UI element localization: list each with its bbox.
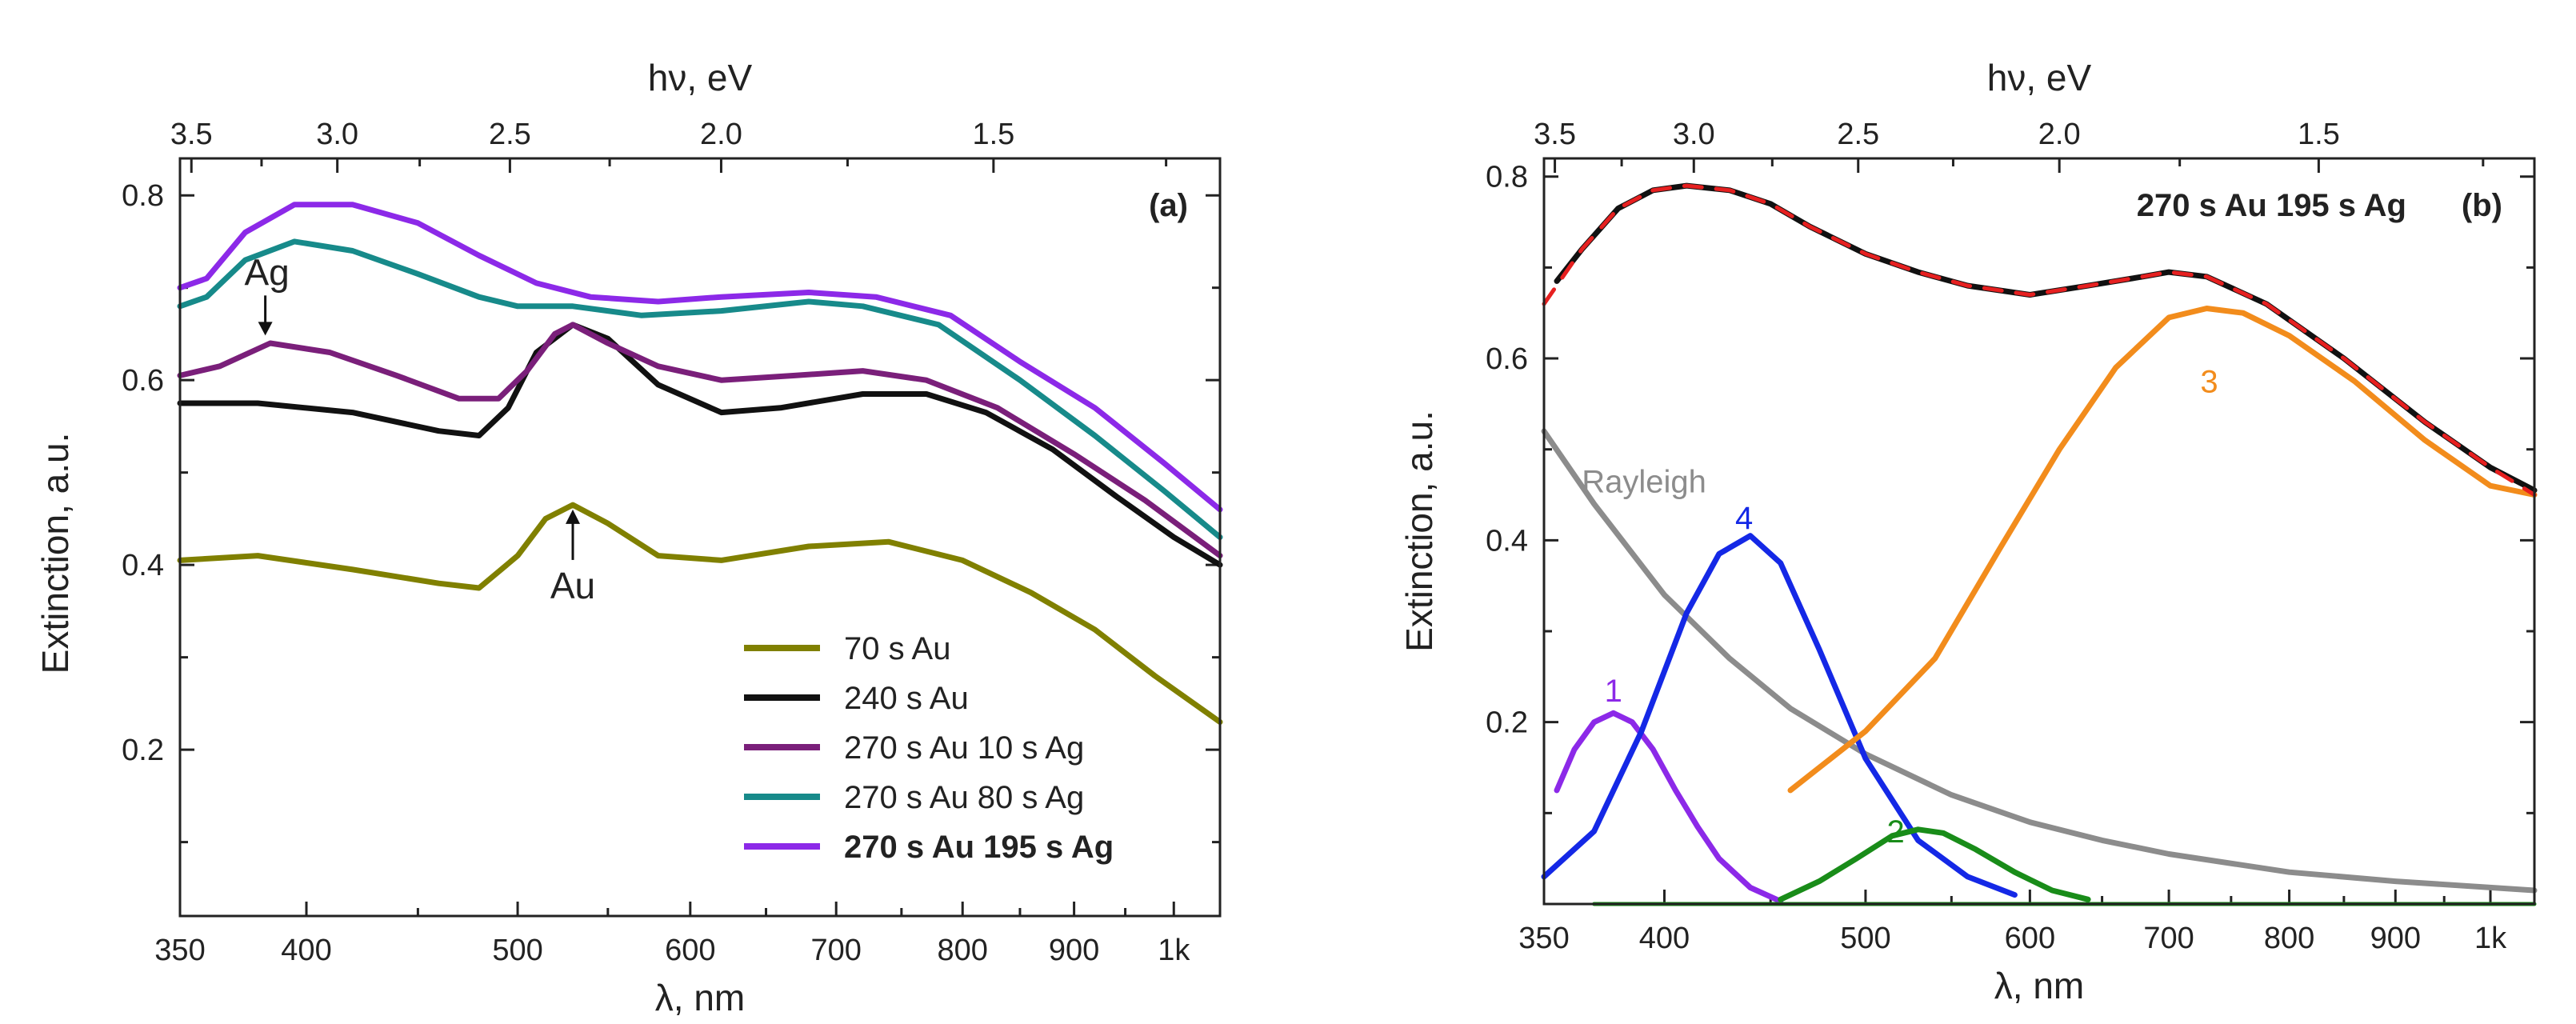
top-tick-label: 2.0 bbox=[2038, 118, 2081, 151]
top-tick-label: 2.0 bbox=[700, 118, 742, 151]
series-line-rayleigh bbox=[1541, 428, 2538, 894]
panel-b-label: (b) bbox=[2462, 188, 2502, 223]
component-label: 3 bbox=[2200, 364, 2218, 399]
panel-a-top-xlabel: hν, eV bbox=[648, 57, 753, 98]
top-tick-label: 2.5 bbox=[489, 118, 531, 151]
panel-b-series bbox=[1541, 182, 2538, 906]
x-tick-label: 350 bbox=[1518, 922, 1569, 955]
legend-entry: 270 s Au 80 s Ag bbox=[844, 780, 1084, 815]
panel-a: 350 400 500 600 700 800 900 1k 3.5 3.0 2.5 2.0 1.5 0.… bbox=[34, 57, 1223, 1018]
panel-b-component-labels: Rayleigh 1 4 2 3 bbox=[1582, 364, 2218, 850]
series-line-70-s-au bbox=[177, 502, 1223, 725]
x-tick-label: 500 bbox=[492, 934, 542, 967]
series-line-240-s-au bbox=[177, 322, 1223, 568]
x-tick-label: 500 bbox=[1840, 922, 1890, 955]
annotation-label: Ag bbox=[244, 251, 289, 293]
panel-b-plot-frame bbox=[1542, 157, 2536, 906]
top-tick-label: 1.5 bbox=[972, 118, 1014, 151]
panel-a-legend: 70 s Au 240 s Au 270 s Au 10 s Ag 270 s Au … bbox=[744, 631, 1114, 865]
x-tick-label: 700 bbox=[2143, 922, 2194, 955]
x-tick-label: 800 bbox=[938, 934, 988, 967]
component-label: 1 bbox=[1605, 674, 1622, 709]
x-tick-label: 700 bbox=[811, 934, 862, 967]
component-label: 2 bbox=[1886, 814, 1904, 850]
panel-b-title: 270 s Au 195 s Ag bbox=[2137, 188, 2406, 223]
y-tick-label: 0.6 bbox=[1486, 342, 1528, 376]
top-tick-label: 2.5 bbox=[1837, 118, 1879, 151]
panel-b-ticks: 350 400 500 600 700 800 900 1k 3.5 3.0 2.5 2.0 1.5 0.… bbox=[1486, 118, 2534, 955]
top-tick-label: 3.0 bbox=[1673, 118, 1715, 151]
panel-a-annotations: Ag Au bbox=[244, 251, 595, 606]
component-label: Rayleigh bbox=[1582, 464, 1706, 499]
legend-entry: 70 s Au bbox=[844, 631, 950, 666]
series-line-1 bbox=[1554, 710, 1784, 905]
annotation-label: Au bbox=[550, 565, 595, 606]
series-line-fit bbox=[1542, 183, 2537, 497]
y-tick-label: 0.6 bbox=[122, 364, 164, 398]
panel-b-xlabel: λ, nm bbox=[1994, 965, 2084, 1006]
arrow-head-icon bbox=[258, 322, 273, 336]
top-tick-label: 3.0 bbox=[316, 118, 358, 151]
panel-a-ylabel: Extinction, a.u. bbox=[34, 433, 76, 674]
legend-entry: 240 s Au bbox=[844, 681, 969, 716]
x-tick-label: 400 bbox=[1639, 922, 1690, 955]
y-tick-label: 0.8 bbox=[122, 179, 164, 213]
x-tick-label: 1k bbox=[1158, 934, 1190, 967]
y-tick-label: 0.2 bbox=[122, 734, 164, 767]
y-tick-label: 0.8 bbox=[1486, 161, 1528, 194]
panel-b-ylabel: Extinction, a.u. bbox=[1398, 410, 1440, 652]
series-line-270-s-au-10-s-ag bbox=[177, 322, 1223, 559]
x-tick-label: 600 bbox=[665, 934, 715, 967]
x-tick-label: 800 bbox=[2264, 922, 2314, 955]
x-tick-label: 350 bbox=[154, 934, 205, 967]
y-tick-label: 0.2 bbox=[1486, 706, 1528, 740]
series-line-4 bbox=[1541, 533, 2018, 898]
panel-a-label: (a) bbox=[1149, 188, 1188, 223]
series-line-270-s-au-195-s-ag bbox=[177, 202, 1223, 513]
panel-a-ticks: 350 400 500 600 700 800 900 1k 3.5 3.0 2.5 2.0 1.5 0.… bbox=[122, 118, 1220, 967]
legend-entry: 270 s Au 195 s Ag bbox=[844, 830, 1114, 865]
panel-b: 350 400 500 600 700 800 900 1k 3.5 3.0 2.5 2.0 1.5 0.… bbox=[1398, 57, 2538, 1006]
series-line-270-s-au-80-s-ag bbox=[177, 238, 1223, 540]
panel-a-series bbox=[177, 202, 1223, 725]
top-tick-label: 3.5 bbox=[170, 118, 213, 151]
legend-entry: 270 s Au 10 s Ag bbox=[844, 730, 1084, 766]
x-tick-label: 1k bbox=[2474, 922, 2507, 955]
series-line-3 bbox=[1787, 306, 2538, 794]
x-tick-label: 400 bbox=[281, 934, 331, 967]
panel-b-top-xlabel: hν, eV bbox=[1987, 57, 2092, 98]
x-tick-label: 600 bbox=[2005, 922, 2055, 955]
series-line-2 bbox=[1778, 826, 2091, 902]
x-tick-label: 900 bbox=[1049, 934, 1099, 967]
series-line-data bbox=[1554, 182, 2538, 494]
arrow-head-icon bbox=[566, 509, 581, 524]
top-tick-label: 3.5 bbox=[1534, 118, 1576, 151]
component-label: 4 bbox=[1735, 501, 1753, 536]
y-tick-label: 0.4 bbox=[1486, 524, 1528, 558]
x-tick-label: 900 bbox=[2370, 922, 2421, 955]
panel-a-plot-frame bbox=[178, 157, 1222, 918]
y-tick-label: 0.4 bbox=[122, 549, 164, 582]
top-tick-label: 1.5 bbox=[2298, 118, 2340, 151]
panel-a-xlabel: λ, nm bbox=[655, 977, 745, 1018]
